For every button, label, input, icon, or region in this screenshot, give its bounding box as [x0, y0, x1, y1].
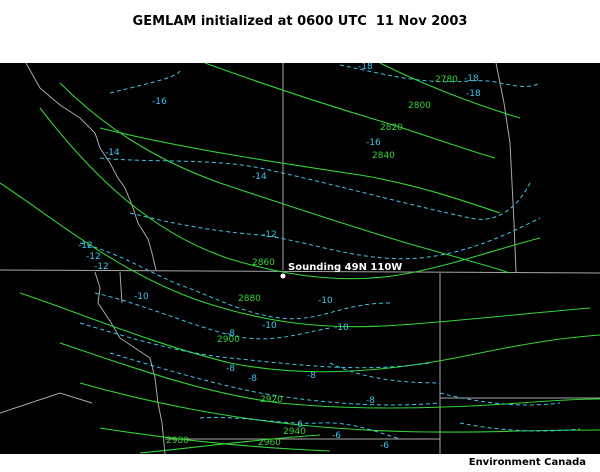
- temperature-label: -12: [78, 241, 93, 251]
- weather-map: 2780 2800 2820 2840 2860 2880 2900 2920 …: [0, 63, 600, 454]
- temperature-label-group: -18 -18 -18 -16 -16 -14 -14 -12 -12 -12 …: [78, 63, 481, 451]
- temperature-label: -18: [358, 63, 373, 72]
- height-label: 2820: [380, 123, 403, 133]
- idaho-montana-border: [94, 271, 166, 454]
- temperature-label: -12: [262, 230, 277, 240]
- idaho-west-border: [0, 392, 93, 414]
- height-label: 2940: [283, 427, 306, 437]
- temperature-label: -8: [366, 396, 375, 406]
- map-title: GEMLAM initialized at 0600 UTC 11 Nov 20…: [132, 14, 468, 29]
- height-label: 2860: [252, 258, 275, 268]
- temperature-label: -12: [94, 262, 109, 272]
- height-label: 2840: [372, 151, 395, 161]
- height-label: 2920: [260, 395, 283, 405]
- temperature-label: -6: [380, 441, 389, 451]
- temperature-label: -14: [252, 172, 267, 182]
- height-label: 2900: [217, 335, 240, 345]
- sounding-location: Sounding 49N 110W: [280, 262, 402, 279]
- temperature-label: -10: [262, 321, 277, 331]
- temperature-label: -16: [366, 138, 381, 148]
- temperature-label: -16: [152, 97, 167, 107]
- temperature-label: -18: [466, 89, 481, 99]
- temperature-contours: [79, 64, 581, 440]
- height-label: 2780: [435, 75, 458, 85]
- height-label: 2880: [238, 294, 261, 304]
- temperature-label: -10: [318, 296, 333, 306]
- height-label: 2800: [408, 101, 431, 111]
- temperature-label: -8: [226, 364, 235, 374]
- bc-alberta-border: [25, 63, 157, 271]
- map-canvas: 2780 2800 2820 2840 2860 2880 2900 2920 …: [0, 63, 600, 454]
- temperature-label: -6: [332, 431, 341, 441]
- height-label: 2960: [258, 438, 281, 448]
- temperature-label: -8: [226, 329, 235, 339]
- height-label: 2980: [166, 436, 189, 446]
- temperature-label: -6: [294, 420, 303, 430]
- temperature-label: -12: [86, 252, 101, 262]
- temperature-label: -10: [334, 323, 349, 333]
- temperature-label: -18: [464, 74, 479, 84]
- temperature-label: -8: [248, 374, 257, 384]
- temperature-label: -8: [307, 371, 316, 381]
- political-boundaries: [0, 63, 600, 454]
- height-contours: [0, 63, 600, 454]
- sounding-marker: [280, 273, 286, 279]
- temperature-label: -14: [105, 148, 120, 158]
- credit-text: Environment Canada: [468, 457, 586, 468]
- height-label-group: 2780 2800 2820 2840 2860 2880 2900 2920 …: [166, 75, 458, 448]
- temperature-label: -10: [134, 292, 149, 302]
- canada-us-border: [0, 269, 600, 274]
- alberta-us-stub: [119, 271, 123, 304]
- sounding-label: Sounding 49N 110W: [288, 262, 402, 273]
- saskatchewan-manitoba-border: [495, 63, 517, 273]
